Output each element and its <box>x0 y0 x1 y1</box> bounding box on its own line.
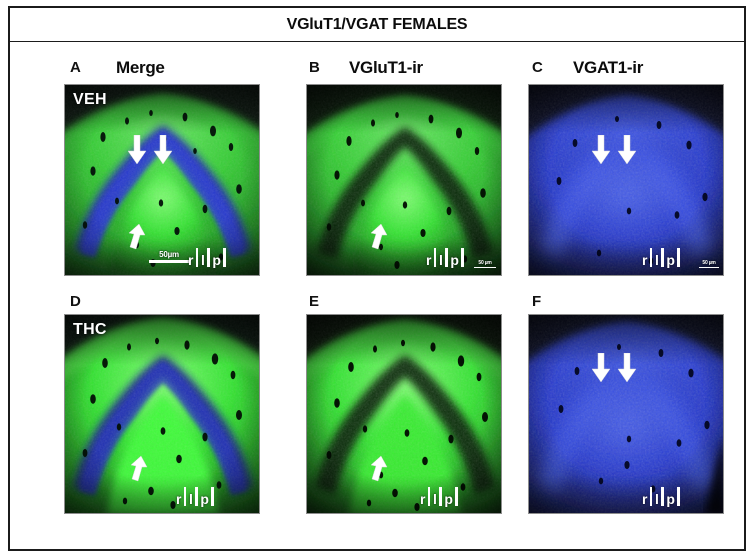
panel-d: D <box>56 290 260 530</box>
scale-bar-line-small <box>474 266 496 268</box>
axis-tick-2 <box>661 248 664 267</box>
scale-bar-line-small <box>699 266 719 268</box>
micrograph-f-image <box>529 315 723 513</box>
axis-letter-l: l <box>654 491 659 507</box>
scale-bar-a: 50µm <box>149 250 189 263</box>
axis-tick-1 <box>195 248 199 267</box>
panel-letter-e: E <box>309 293 320 310</box>
axis-legend-f: r l p <box>641 484 681 506</box>
axis-letter-r: r <box>642 491 648 507</box>
panel-f: F <box>524 290 734 530</box>
panel-letter-b: B <box>309 59 320 76</box>
axis-letter-r: r <box>426 252 432 268</box>
axis-legend-d: r l p <box>175 484 215 506</box>
axis-tick-2 <box>661 487 664 506</box>
arrow-down-1-f <box>591 353 611 383</box>
panel-letter-f: F <box>532 293 542 310</box>
arrow-up-d <box>130 455 148 482</box>
axis-letter-l: l <box>654 252 659 268</box>
panel-e: E <box>301 290 506 530</box>
axis-letter-p: p <box>200 491 209 507</box>
scale-bar-c: 50 µm <box>699 259 719 268</box>
arrow-down-2-c <box>617 135 637 165</box>
axis-legend-e: r l p <box>419 484 459 506</box>
axis-tick-1 <box>183 487 187 506</box>
scale-bar-line <box>149 260 189 263</box>
panel-b: B VGluT1-ir <box>301 52 506 292</box>
micrograph-d-image <box>65 315 259 513</box>
micrograph-e-vglut1[interactable]: r l p <box>306 314 502 514</box>
axis-letter-p: p <box>666 252 675 268</box>
axis-tick-1 <box>427 487 431 506</box>
arrow-down-2-f <box>617 353 637 383</box>
figure-frame: VGluT1/VGAT FEMALES <box>8 6 746 551</box>
axis-letter-l: l <box>200 252 205 268</box>
panel-letter-d: D <box>70 293 81 310</box>
axis-letter-p: p <box>666 491 675 507</box>
scale-bar-label-small: 50 µm <box>478 259 492 266</box>
axis-tick-1 <box>649 248 653 267</box>
page-title: VGluT1/VGAT FEMALES <box>286 15 468 33</box>
arrow-down-1-c <box>591 135 611 165</box>
column-title-vgat1: VGAT1-ir <box>573 58 644 77</box>
column-title-vglut1: VGluT1-ir <box>349 58 423 77</box>
treatment-label-thc: THC <box>73 321 107 338</box>
axis-legend-a: r l p <box>187 245 227 267</box>
axis-letter-l: l <box>188 491 193 507</box>
figure-title-bar: VGluT1/VGAT FEMALES <box>10 8 744 42</box>
axis-letter-r: r <box>420 491 426 507</box>
scale-bar-label: 50µm <box>159 250 179 259</box>
axis-legend-b: r l p <box>425 245 465 267</box>
scale-bar-b: 50 µm <box>474 259 496 268</box>
arrow-up-a <box>128 223 146 250</box>
axis-tick-1 <box>649 487 653 506</box>
axis-tick-3 <box>211 487 214 506</box>
micrograph-f-vgat1[interactable]: r l p <box>528 314 724 514</box>
axis-letter-p: p <box>212 252 221 268</box>
arrow-down-1-a <box>127 135 147 165</box>
panel-c: C VGAT1-ir <box>524 52 734 292</box>
axis-tick-1 <box>433 248 437 267</box>
axis-letter-l: l <box>432 491 437 507</box>
axis-tick-2 <box>439 487 442 506</box>
axis-tick-2 <box>195 487 198 506</box>
axis-letter-p: p <box>444 491 453 507</box>
treatment-label-veh: VEH <box>73 91 107 108</box>
axis-tick-3 <box>677 248 680 267</box>
micrograph-a-merge[interactable]: VEH 50µm r l p <box>64 84 260 276</box>
micrograph-a-image <box>65 85 259 275</box>
micrograph-b-image <box>307 85 501 275</box>
scale-bar-label-small: 50 µm <box>702 259 716 266</box>
micrograph-c-vgat1[interactable]: r l p 50 µm <box>528 84 724 276</box>
axis-letter-p: p <box>450 252 459 268</box>
arrow-up-b <box>370 223 388 250</box>
panel-letter-c: C <box>532 59 543 76</box>
micrograph-d-merge[interactable]: THC r l p <box>64 314 260 514</box>
axis-letter-l: l <box>438 252 443 268</box>
axis-tick-3 <box>455 487 458 506</box>
axis-tick-3 <box>223 248 226 267</box>
axis-tick-3 <box>677 487 680 506</box>
arrow-down-2-a <box>153 135 173 165</box>
arrow-up-e <box>370 455 388 482</box>
axis-tick-2 <box>207 248 210 267</box>
axis-tick-3 <box>461 248 464 267</box>
axis-letter-r: r <box>176 491 182 507</box>
axis-legend-c: r l p <box>641 245 681 267</box>
axis-letter-r: r <box>188 252 194 268</box>
panel-letter-a: A <box>70 59 81 76</box>
column-title-merge: Merge <box>116 58 165 77</box>
micrograph-b-vglut1[interactable]: r l p 50 µm <box>306 84 502 276</box>
micrograph-c-image <box>529 85 723 275</box>
axis-tick-2 <box>445 248 448 267</box>
panel-a: A Merge <box>56 52 260 292</box>
axis-letter-r: r <box>642 252 648 268</box>
micrograph-e-image <box>307 315 501 513</box>
